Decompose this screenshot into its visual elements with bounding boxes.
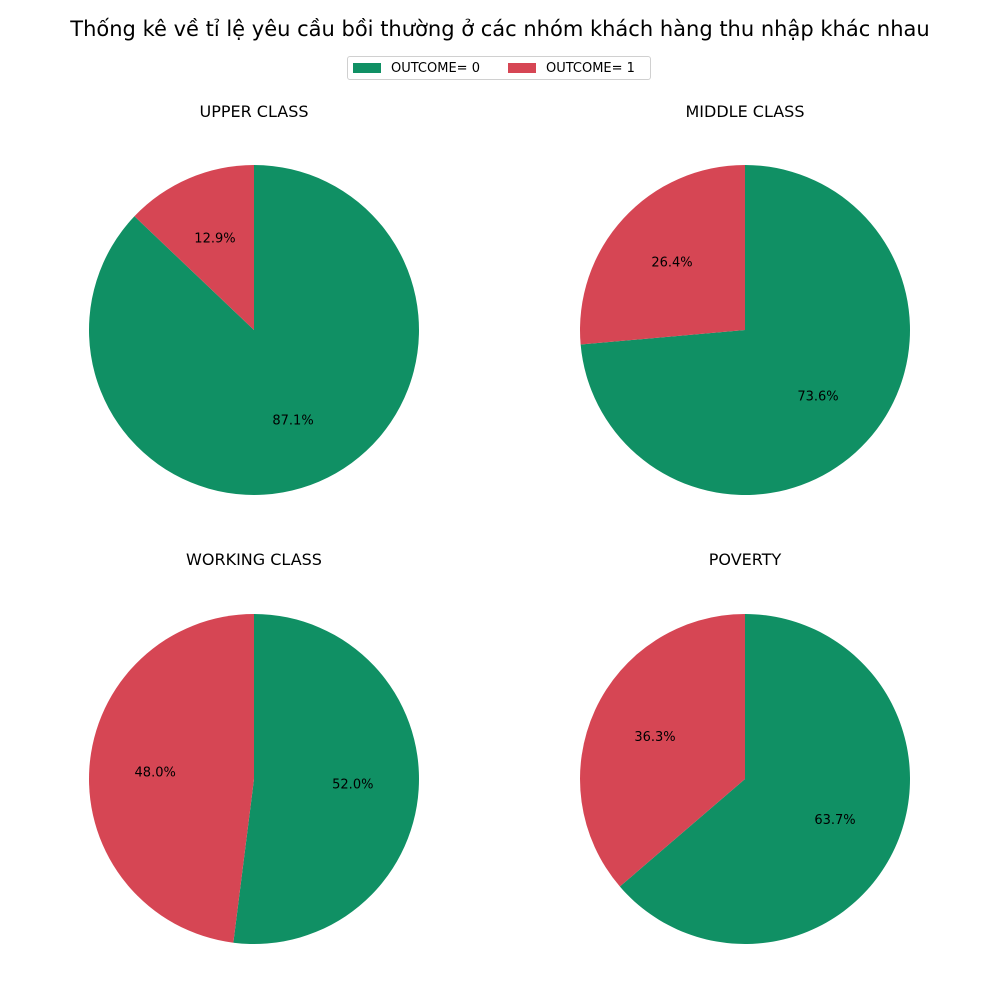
legend-label-outcome-0: OUTCOME= 0 [391,60,480,76]
legend-item-outcome-0: OUTCOME= 0 [353,61,480,76]
pie-value-label-outcome-0: 63.7% [814,813,855,828]
pie-value-label-outcome-1: 12.9% [194,232,235,247]
pie-value-label-outcome-1: 48.0% [135,765,176,780]
pie-slice-outcome-0 [233,614,420,944]
pie-title: UPPER CLASS [199,102,308,121]
pie-title: WORKING CLASS [186,550,322,569]
pie-slice-outcome-1 [580,165,745,345]
pie-title: POVERTY [709,550,782,569]
pie-slice-outcome-0 [88,165,419,495]
pie-value-label-outcome-1: 26.4% [651,256,692,271]
pie-value-label-outcome-0: 87.1% [272,413,313,428]
pie-upper-class: UPPER CLASS 87.1% 12.9% [88,102,419,495]
pie-slice-outcome-1 [89,614,254,943]
legend-label-outcome-1: OUTCOME= 1 [545,60,635,76]
pie-slice-outcome-1 [134,165,254,330]
pie-slice-outcome-1 [580,613,745,887]
chart-title: Thống kê về tỉ lệ yêu cầu bồi thường ở c… [70,17,930,41]
pie-working-class: WORKING CLASS 52.0% 48.0% [89,550,420,944]
pie-middle-class: MIDDLE CLASS 73.6% 26.4% [580,102,911,495]
pie-value-label-outcome-1: 36.3% [634,730,675,745]
legend-swatch-outcome-1 [507,63,536,73]
pie-value-label-outcome-0: 52.0% [332,778,373,793]
legend-swatch-outcome-0 [353,63,381,73]
pie-poverty: POVERTY 63.7% 36.3% [580,550,911,945]
legend-item-outcome-1: OUTCOME= 1 [507,60,635,76]
pie-slice-outcome-0 [580,165,911,495]
pie-slice-outcome-0 [619,613,911,945]
pie-value-label-outcome-0: 73.6% [797,389,838,404]
pie-title: MIDDLE CLASS [686,102,805,121]
legend: OUTCOME= 0 OUTCOME= 1 [347,56,651,80]
